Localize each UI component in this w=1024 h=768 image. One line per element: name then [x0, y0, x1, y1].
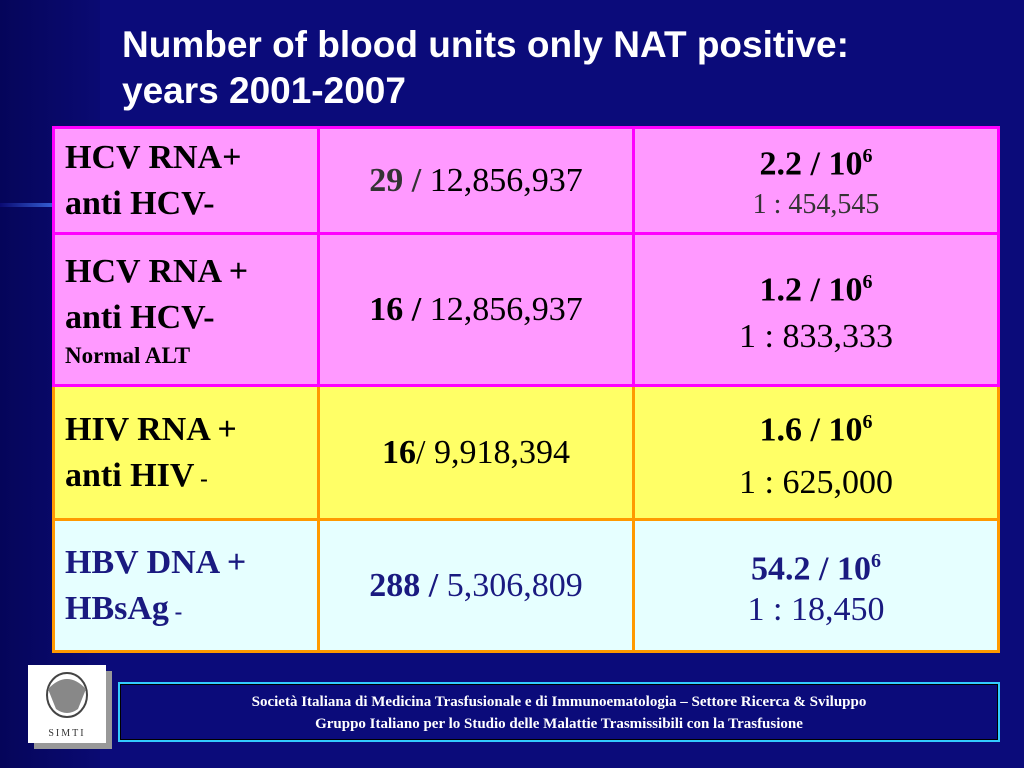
count-cell: 16 / 12,856,937 [317, 232, 635, 387]
rate-cell: 2.2 / 106 1 : 454,545 [632, 126, 1000, 235]
simti-logo: SIMTI [28, 665, 106, 743]
count-cell: 29 / 12,856,937 [317, 126, 635, 235]
table-row: HBV DNA + HBsAg - 288 / 5,306,809 54.2 / … [52, 518, 1000, 653]
rate-cell: 1.2 / 106 1 : 833,333 [632, 232, 1000, 387]
footer-banner: Società Italiana di Medicina Trasfusiona… [118, 682, 1000, 742]
row-label: HCV RNA+ anti HCV- [52, 126, 320, 235]
title-line-2: years 2001-2007 [122, 70, 406, 111]
nat-table: HCV RNA+ anti HCV- 29 / 12,856,937 2.2 / … [52, 126, 1000, 653]
rate-cell: 1.6 / 106 1 : 625,000 [632, 384, 1000, 521]
footer-line-1: Società Italiana di Medicina Trasfusiona… [251, 694, 867, 710]
slide-title: Number of blood units only NAT positive:… [122, 22, 849, 114]
row-label: HIV RNA + anti HIV - [52, 384, 320, 521]
table-row: HCV RNA + anti HCV- Normal ALT 16 / 12,856… [52, 232, 1000, 387]
eagle-emblem-icon [46, 672, 88, 718]
footer-line-2: Gruppo Italiano per lo Studio delle Mala… [315, 716, 803, 732]
title-line-1: Number of blood units only NAT positive: [122, 24, 849, 65]
logo-text: SIMTI [48, 728, 86, 739]
decorative-line [0, 203, 60, 207]
count-cell: 288 / 5,306,809 [317, 518, 635, 653]
row-label: HCV RNA + anti HCV- Normal ALT [52, 232, 320, 387]
table-row: HIV RNA + anti HIV - 16/ 9,918,394 1.6 / … [52, 384, 1000, 521]
table-row: HCV RNA+ anti HCV- 29 / 12,856,937 2.2 / … [52, 126, 1000, 235]
rate-cell: 54.2 / 106 1 : 18,450 [632, 518, 1000, 653]
count-cell: 16/ 9,918,394 [317, 384, 635, 521]
row-label: HBV DNA + HBsAg - [52, 518, 320, 653]
